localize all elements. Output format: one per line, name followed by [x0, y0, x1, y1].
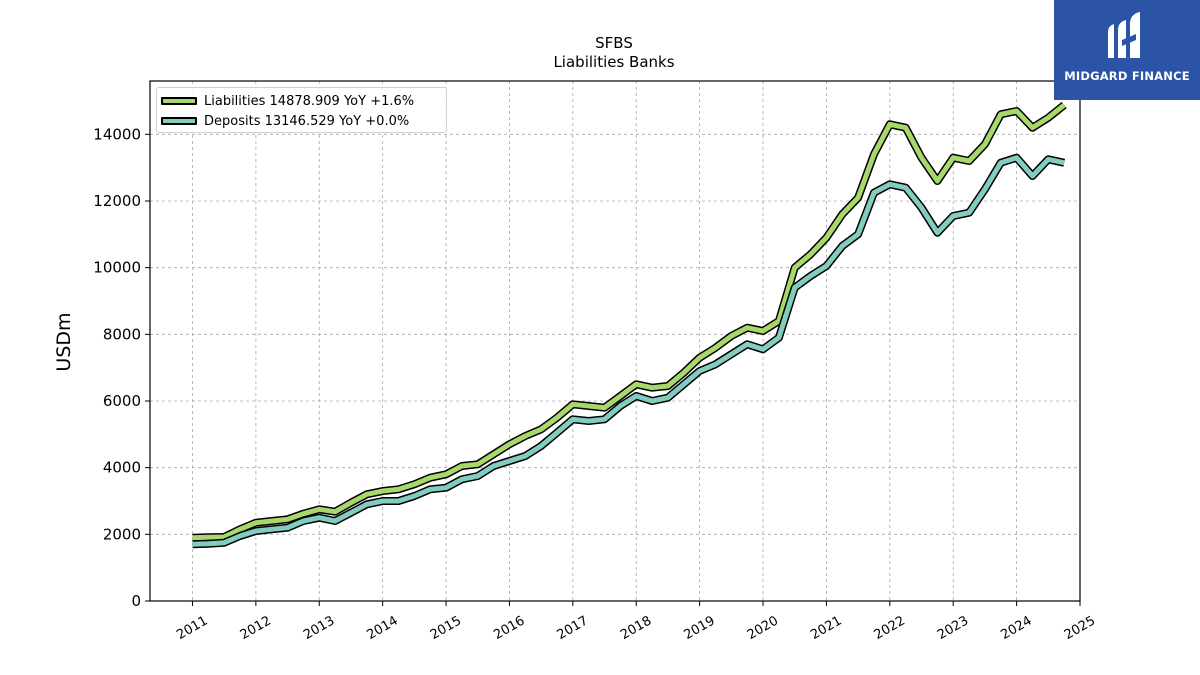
y-tick-label: 8000 — [103, 325, 141, 343]
chart-subtitle: Liabilities Banks — [553, 53, 674, 71]
y-tick-label: 14000 — [93, 125, 141, 143]
plot-frame — [149, 80, 1081, 602]
y-axis-ticks: 0 2000 4000 6000 8000 10000 12000 14000 — [93, 125, 150, 610]
series-outline-deposits — [192, 153, 1066, 549]
x-tick-label: 2021 — [808, 613, 844, 643]
series-lines — [192, 101, 1067, 549]
legend: Liabilities 14878.909 YoY +1.6% Deposits… — [156, 87, 447, 133]
x-tick-label: 2019 — [681, 613, 717, 643]
legend-swatch-deposits — [161, 117, 197, 125]
x-tick-label: 2022 — [872, 613, 908, 643]
legend-label-liabilities: Liabilities 14878.909 YoY +1.6% — [204, 93, 415, 109]
y-tick-label: 6000 — [103, 392, 141, 410]
x-tick-label: 2011 — [174, 613, 210, 643]
y-tick-label: 4000 — [103, 459, 141, 477]
midgard-logo-icon — [1108, 12, 1140, 58]
x-tick-label: 2020 — [745, 613, 781, 643]
chart-title: SFBS — [595, 34, 633, 52]
y-tick-label: 0 — [131, 592, 141, 610]
y-tick-label: 10000 — [93, 259, 141, 277]
brand-logo: MIDGARD FINANCE — [1054, 0, 1200, 100]
series-line-deposits — [192, 155, 1065, 547]
x-tick-label: 2012 — [238, 613, 274, 643]
legend-item-deposits: Deposits 13146.529 YoY +0.0% — [161, 113, 409, 129]
x-tick-label: 2017 — [555, 613, 591, 643]
series-line-liabilities — [192, 103, 1066, 541]
legend-label-deposits: Deposits 13146.529 YoY +0.0% — [204, 113, 410, 129]
y-tick-label: 2000 — [103, 525, 141, 543]
legend-item-liabilities: Liabilities 14878.909 YoY +1.6% — [161, 93, 414, 109]
x-tick-label: 2018 — [618, 613, 654, 643]
x-tick-label: 2014 — [364, 613, 400, 643]
series-outline-liabilities — [192, 101, 1067, 542]
x-tick-label: 2023 — [935, 613, 971, 643]
logo-text: MIDGARD FINANCE — [1064, 69, 1190, 83]
x-tick-label: 2025 — [1062, 613, 1098, 643]
x-tick-label: 2013 — [301, 613, 337, 643]
x-tick-label: 2015 — [428, 613, 464, 643]
x-tick-label: 2016 — [491, 613, 527, 643]
legend-swatch-liabilities — [161, 97, 197, 105]
x-axis-ticks: 2011 2012 2013 2014 2015 2016 2017 2018 2019 2020… — [174, 601, 1098, 643]
y-axis-label: USDm — [53, 312, 75, 371]
x-tick-label: 2024 — [998, 613, 1034, 643]
y-tick-label: 12000 — [93, 192, 141, 210]
